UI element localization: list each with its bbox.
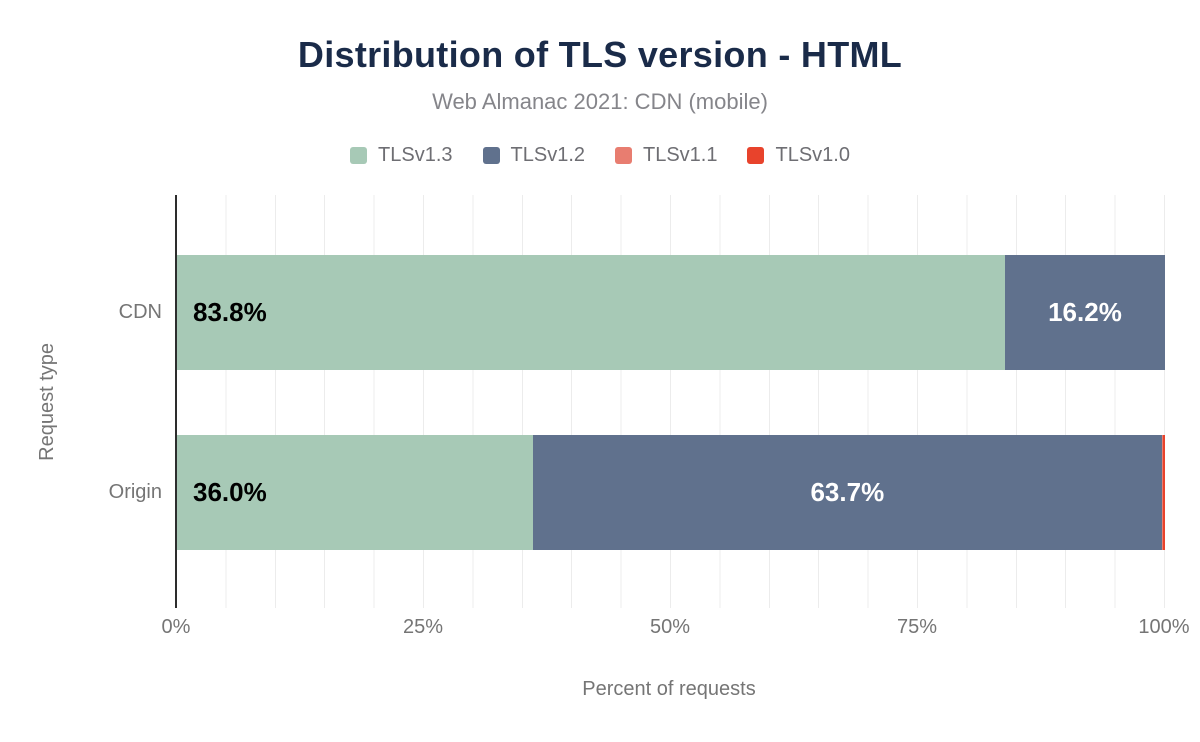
- bar-segment-tlsv1.3: 83.8%: [177, 255, 1005, 370]
- bar-segment-tlsv1.0: [1163, 435, 1165, 550]
- y-axis-title-text: Request type: [36, 342, 58, 461]
- legend-swatch-icon: [615, 147, 632, 164]
- legend-item-tlsv1.0: TLSv1.0: [747, 144, 850, 167]
- x-tick-25: 25%: [402, 616, 444, 638]
- category-label-origin: Origin: [108, 481, 162, 503]
- legend-swatch-icon: [482, 147, 500, 164]
- bar-row-origin: 36.0% 63.7% Origin: [109, 435, 1165, 550]
- legend: TLSv1.3 TLSv1.2 TLSv1.1 TLSv1.0: [0, 144, 1200, 167]
- bar-segment-tlsv1.1: [1162, 435, 1163, 550]
- bar-value-label: 83.8%: [193, 297, 267, 327]
- legend-item-tlsv1.3: TLSv1.3: [350, 144, 453, 167]
- x-axis-ticks: 0% 25% 50% 75% 100%: [162, 616, 1190, 642]
- legend-item-tlsv1.2: TLSv1.2: [482, 144, 585, 167]
- category-label-cdn: CDN: [118, 301, 162, 323]
- x-tick-0: 0%: [161, 616, 191, 638]
- bar-segment-tlsv1.3: 36.0%: [177, 435, 533, 550]
- bar-segment-tlsv1.2: 63.7%: [532, 435, 1163, 550]
- legend-label: TLSv1.2: [510, 144, 585, 166]
- legend-swatch-icon: [747, 147, 765, 164]
- plot-area: 83.8% 16.2% CDN 36.0% 63.7% Origin: [109, 195, 1165, 608]
- x-tick-100: 100%: [1138, 616, 1190, 638]
- bar-segment-tlsv1.2: 16.2%: [1004, 255, 1165, 370]
- chart-title: Distribution of TLS version - HTML: [297, 34, 903, 75]
- legend-label: TLSv1.1: [643, 144, 718, 166]
- legend-item-tlsv1.1: TLSv1.1: [615, 144, 717, 167]
- x-tick-75: 75%: [896, 616, 938, 638]
- bar-value-label: 36.0%: [193, 477, 267, 507]
- x-tick-50: 50%: [649, 616, 691, 638]
- bar-row-cdn: 83.8% 16.2% CDN: [119, 255, 1165, 370]
- legend-label: TLSv1.3: [378, 144, 453, 166]
- x-axis-title: Percent of requests: [582, 678, 756, 700]
- y-axis-title: Request type: [36, 195, 59, 608]
- chart-subtitle: Web Almanac 2021: CDN (mobile): [432, 89, 768, 114]
- legend-label: TLSv1.0: [775, 144, 850, 166]
- legend-swatch-icon: [350, 147, 368, 164]
- bar-value-label: 63.7%: [810, 477, 885, 507]
- bar-value-label: 16.2%: [1048, 297, 1122, 327]
